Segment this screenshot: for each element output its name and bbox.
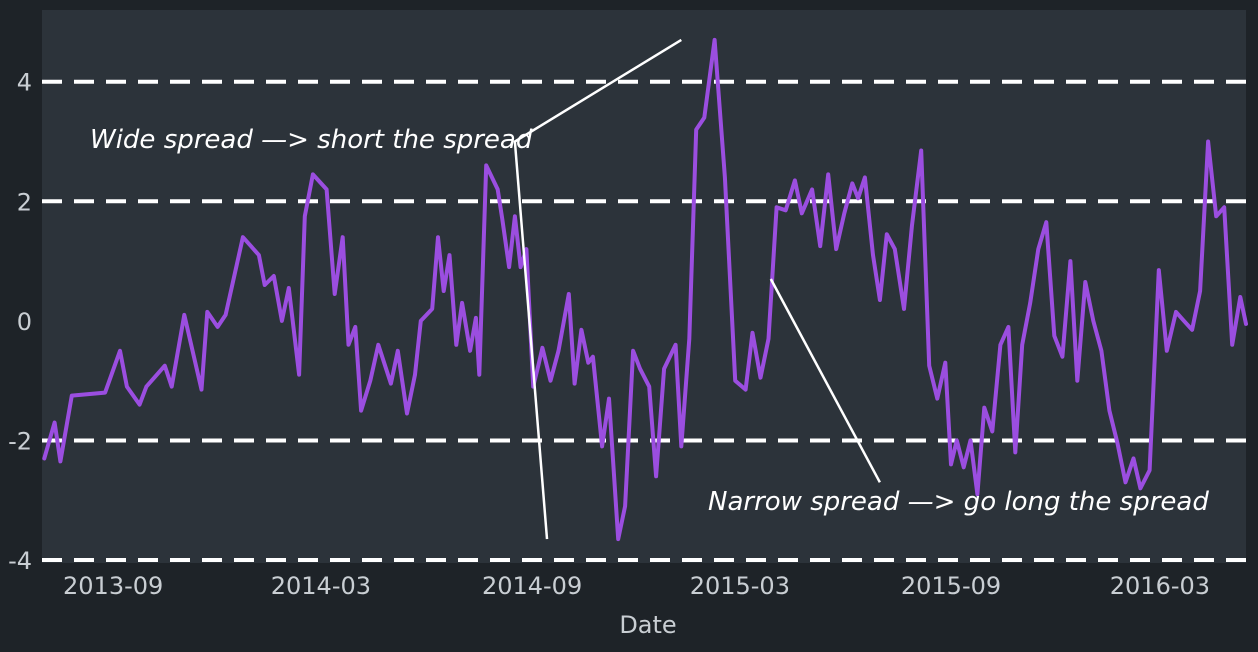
annotation-wide-spread-pointer	[513, 38, 682, 540]
y-axis-ticks: -4 -2 0 2 4	[8, 69, 32, 575]
plot-background	[42, 10, 1246, 563]
x-axis-title: Date	[619, 611, 676, 639]
x-tick-label: 2015-09	[901, 572, 1001, 600]
annotation-layer	[513, 38, 881, 540]
annotation-wide-spread-text: Wide spread —> short the spread	[90, 125, 533, 155]
x-tick-label: 2014-03	[271, 572, 371, 600]
y-tick-label: 0	[17, 308, 32, 336]
reference-lines	[42, 79, 1246, 563]
series-line	[42, 37, 1248, 542]
y-tick-label: 2	[17, 188, 32, 216]
x-tick-label: 2014-09	[482, 572, 582, 600]
x-tick-label: 2015-03	[690, 572, 790, 600]
annotation-narrow-spread-text: Narrow spread —> go long the spread	[708, 487, 1209, 517]
x-tick-label: 2016-03	[1110, 572, 1210, 600]
x-tick-label: 2013-09	[63, 572, 163, 600]
x-axis-ticks: 2013-09 2014-03 2014-09 2015-03 2015-09 2016-…	[63, 572, 1210, 600]
y-tick-label: 4	[17, 69, 32, 97]
y-tick-label: -2	[8, 427, 32, 455]
annotation-narrow-spread-pointer	[769, 278, 881, 483]
y-tick-label: -4	[8, 547, 32, 575]
series-layer	[42, 37, 1248, 542]
